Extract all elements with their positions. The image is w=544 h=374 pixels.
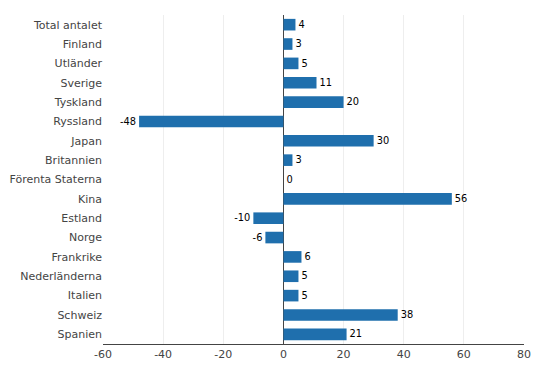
svg-text:Kina: Kina <box>78 193 102 206</box>
svg-text:Japan: Japan <box>70 135 102 148</box>
svg-text:20: 20 <box>347 96 360 107</box>
svg-text:30: 30 <box>377 135 390 146</box>
svg-text:Förenta Staterna: Förenta Staterna <box>10 173 102 186</box>
svg-text:0: 0 <box>286 174 292 185</box>
svg-text:Sverige: Sverige <box>60 77 102 90</box>
svg-text:38: 38 <box>401 309 414 320</box>
svg-text:Spanien: Spanien <box>58 328 103 341</box>
svg-text:-60: -60 <box>94 348 112 361</box>
svg-text:-40: -40 <box>154 348 172 361</box>
svg-text:5: 5 <box>301 58 307 69</box>
svg-text:0: 0 <box>280 348 287 361</box>
svg-text:3: 3 <box>295 154 301 165</box>
svg-text:Utländer: Utländer <box>55 57 103 70</box>
svg-text:Norge: Norge <box>69 231 102 244</box>
svg-text:20: 20 <box>337 348 351 361</box>
svg-text:56: 56 <box>455 193 468 204</box>
svg-text:Total antalet: Total antalet <box>33 19 103 32</box>
svg-text:Ryssland: Ryssland <box>53 115 102 128</box>
svg-text:-20: -20 <box>214 348 232 361</box>
svg-text:-10: -10 <box>234 212 250 223</box>
svg-text:40: 40 <box>397 348 411 361</box>
svg-text:5: 5 <box>301 290 307 301</box>
svg-text:Finland: Finland <box>63 38 102 51</box>
svg-text:Britannien: Britannien <box>45 154 102 167</box>
svg-text:Frankrike: Frankrike <box>52 251 103 264</box>
svg-text:6: 6 <box>304 251 310 262</box>
svg-text:Italien: Italien <box>68 289 102 302</box>
svg-text:Schweiz: Schweiz <box>57 309 102 322</box>
svg-text:60: 60 <box>457 348 471 361</box>
svg-text:-6: -6 <box>253 232 263 243</box>
svg-text:Nederländerna: Nederländerna <box>20 270 102 283</box>
svg-text:4: 4 <box>298 19 304 30</box>
svg-text:5: 5 <box>301 270 307 281</box>
svg-text:Tyskland: Tyskland <box>54 96 102 109</box>
svg-text:-48: -48 <box>120 116 136 127</box>
svg-text:Estland: Estland <box>61 212 102 225</box>
svg-text:80: 80 <box>517 348 531 361</box>
svg-text:11: 11 <box>320 77 333 88</box>
svg-text:21: 21 <box>350 328 363 339</box>
svg-text:3: 3 <box>295 38 301 49</box>
